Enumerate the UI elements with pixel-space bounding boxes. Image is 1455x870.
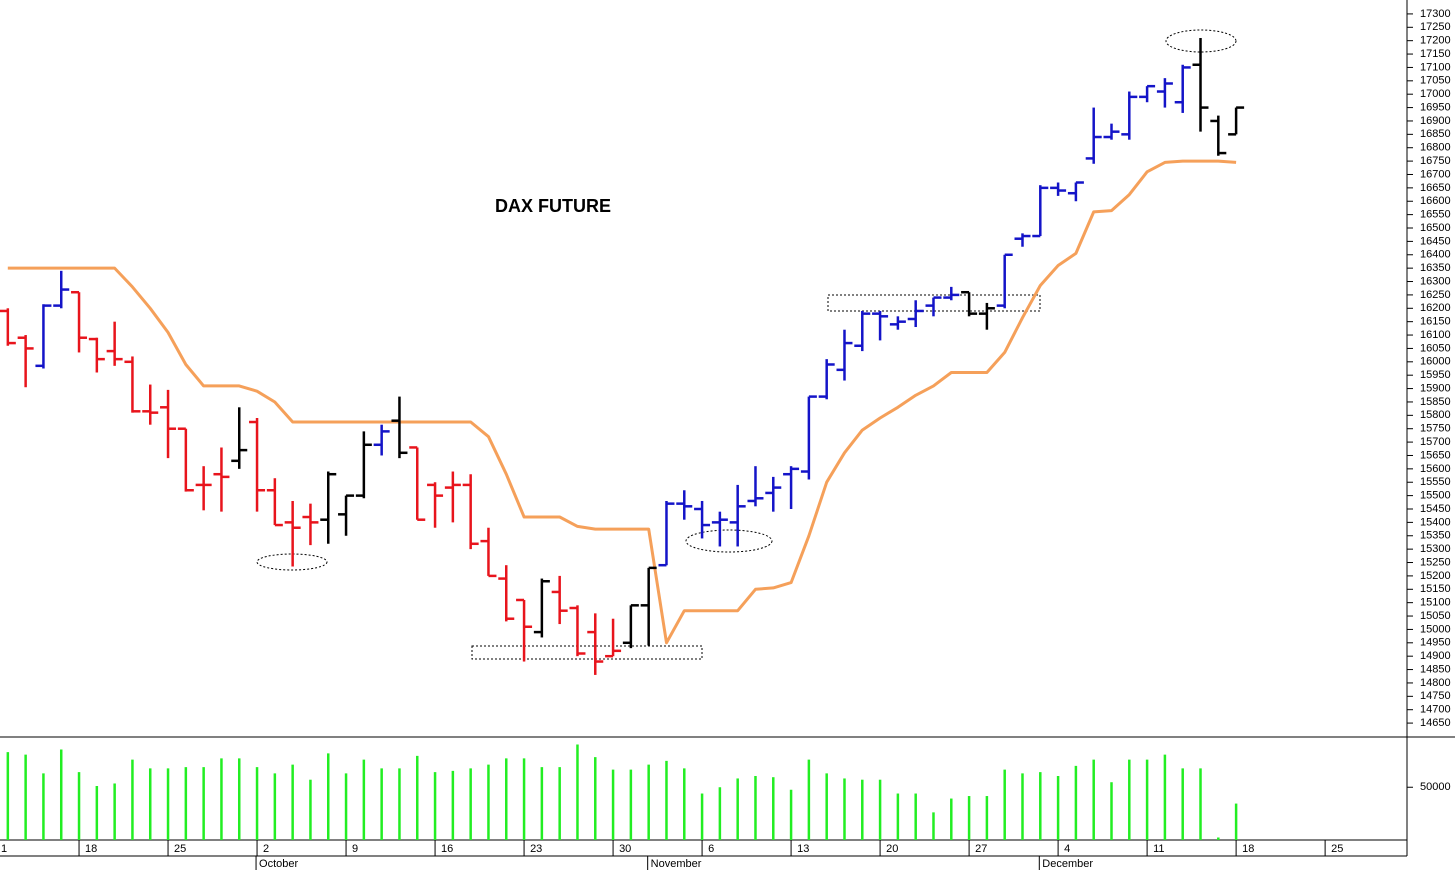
y-tick-label: 15050 [1420, 610, 1451, 622]
y-tick-label: 17050 [1420, 75, 1451, 87]
y-tick-label: 16000 [1420, 356, 1451, 368]
y-tick-label: 15200 [1420, 570, 1451, 582]
y-tick-label: 16950 [1420, 101, 1451, 113]
x-tick-label: 4 [1064, 843, 1070, 855]
x-tick-label: 27 [975, 843, 987, 855]
chart-title: DAX FUTURE [495, 196, 611, 216]
y-tick-label: 16700 [1420, 168, 1451, 180]
x-tick-label: 30 [619, 843, 631, 855]
y-tick-label: 16300 [1420, 275, 1451, 287]
y-tick-label: 16450 [1420, 235, 1451, 247]
y-tick-label: 14800 [1420, 677, 1451, 689]
y-tick-label: 15700 [1420, 436, 1451, 448]
y-tick-label: 16150 [1420, 316, 1451, 328]
y-tick-label: 15750 [1420, 423, 1451, 435]
annotation-ellipse [685, 529, 773, 553]
y-tick-label: 16200 [1420, 302, 1451, 314]
y-tick-label: 16550 [1420, 209, 1451, 221]
annotation-box [471, 645, 703, 660]
y-tick-label: 16850 [1420, 128, 1451, 140]
y-tick-label: 15300 [1420, 543, 1451, 555]
y-tick-label: 17100 [1420, 61, 1451, 73]
y-tick-label: 15800 [1420, 409, 1451, 421]
y-tick-label: 15500 [1420, 490, 1451, 502]
month-label: November [651, 858, 702, 870]
x-tick-label: 2 [263, 843, 269, 855]
y-tick-label: 16500 [1420, 222, 1451, 234]
x-tick-label: 25 [1331, 843, 1343, 855]
y-tick-label: 14950 [1420, 637, 1451, 649]
y-tick-label: 14850 [1420, 663, 1451, 675]
y-tick-label: 15100 [1420, 597, 1451, 609]
y-tick-label: 16900 [1420, 115, 1451, 127]
x-tick-label: 18 [85, 843, 97, 855]
x-tick-label: 6 [708, 843, 714, 855]
y-tick-label: 14700 [1420, 704, 1451, 716]
x-tick-label: 16 [441, 843, 453, 855]
x-tick-label: 9 [352, 843, 358, 855]
y-tick-label: 16250 [1420, 289, 1451, 301]
y-tick-label: 15450 [1420, 503, 1451, 515]
annotation-ellipse [256, 553, 328, 571]
y-tick-label: 15150 [1420, 583, 1451, 595]
x-tick-label: 25 [174, 843, 186, 855]
y-tick-label: 14900 [1420, 650, 1451, 662]
y-tick-label: 15250 [1420, 556, 1451, 568]
y-tick-label: 16100 [1420, 329, 1451, 341]
y-tick-label: 17150 [1420, 48, 1451, 60]
x-tick-label: 11 [1153, 843, 1164, 855]
y-tick-label: 14650 [1420, 717, 1451, 729]
y-tick-label: 15000 [1420, 623, 1451, 635]
y-tick-label: 15950 [1420, 369, 1451, 381]
y-tick-label: 14750 [1420, 690, 1451, 702]
y-tick-label: 15650 [1420, 449, 1451, 461]
x-tick-label: 23 [530, 843, 542, 855]
y-tick-label: 15400 [1420, 516, 1451, 528]
y-tick-label: 16800 [1420, 142, 1451, 154]
x-tick-label: 18 [1242, 843, 1254, 855]
month-label: October [259, 858, 298, 870]
y-tick-label: 17000 [1420, 88, 1451, 100]
x-tick-label: 13 [797, 843, 809, 855]
y-tick-label: 16400 [1420, 249, 1451, 261]
y-tick-label: 15900 [1420, 382, 1451, 394]
y-tick-label: 15850 [1420, 396, 1451, 408]
y-tick-label: 17250 [1420, 21, 1451, 33]
x-tick-label: 20 [886, 843, 898, 855]
y-tick-label: 16750 [1420, 155, 1451, 167]
y-tick-label: 17300 [1420, 8, 1451, 20]
trailing-stop-line [7, 159, 1237, 645]
annotation-ellipse [1165, 29, 1237, 53]
volume-tick-label: 50000 [1420, 781, 1451, 793]
y-tick-label: 16350 [1420, 262, 1451, 274]
x-tick-label: 1 [1, 843, 7, 855]
y-tick-label: 16050 [1420, 342, 1451, 354]
y-tick-label: 17200 [1420, 35, 1451, 47]
y-tick-label: 16600 [1420, 195, 1451, 207]
y-tick-label: 15550 [1420, 476, 1451, 488]
y-tick-label: 16650 [1420, 182, 1451, 194]
month-label: December [1042, 858, 1093, 870]
y-tick-label: 15600 [1420, 463, 1451, 475]
y-tick-label: 15350 [1420, 530, 1451, 542]
